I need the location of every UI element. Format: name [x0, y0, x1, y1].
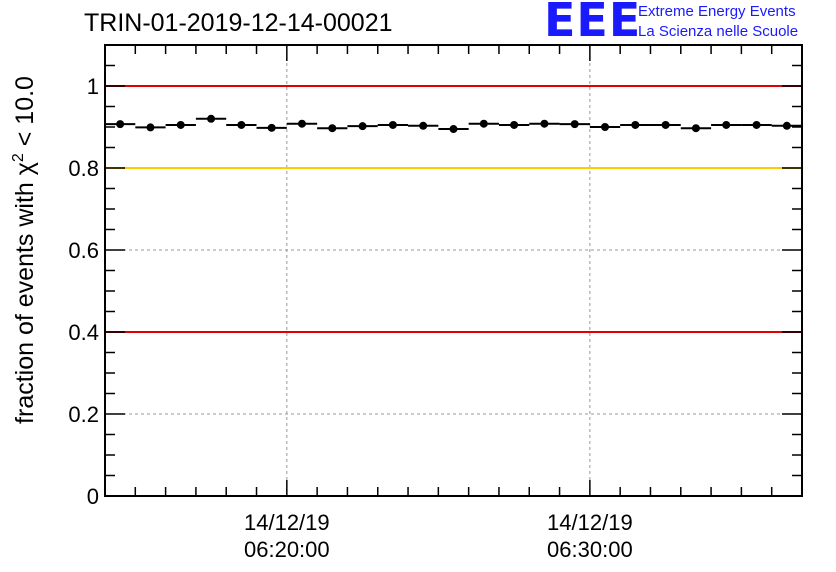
x-tick-label-date: 14/12/19 — [547, 510, 633, 535]
data-point — [237, 120, 246, 129]
data-point — [116, 120, 125, 129]
data-point — [358, 122, 367, 131]
data-points — [105, 114, 802, 134]
eee-logo-mark: EEE — [544, 0, 642, 47]
data-point — [601, 123, 610, 131]
data-point — [722, 120, 731, 129]
logo-line-2: La Scienza nelle Scuole — [638, 23, 799, 40]
y-tick-label: 0.4 — [68, 320, 99, 345]
data-point — [176, 120, 185, 129]
grid-lines — [105, 45, 802, 496]
data-point — [631, 120, 640, 129]
axis-labels: 00.20.40.60.8114/12/1906:20:0014/12/1906… — [68, 74, 632, 562]
y-tick-label: 0.6 — [68, 238, 99, 263]
data-point — [570, 120, 579, 129]
chart-title: TRIN-01-2019-12-14-00021 — [84, 9, 393, 37]
data-point — [752, 120, 761, 129]
plot-frame — [104, 44, 803, 497]
data-point — [479, 119, 488, 128]
threshold-lines — [105, 85, 802, 333]
data-point — [510, 120, 519, 129]
y-tick-label: 1 — [87, 74, 99, 99]
axis-ticks — [105, 44, 802, 497]
y-tick-label: 0.2 — [68, 402, 99, 427]
y-tick-label: 0.8 — [68, 156, 99, 181]
data-point — [297, 119, 306, 128]
x-tick-label-date: 14/12/19 — [244, 510, 330, 535]
data-point — [782, 121, 791, 130]
data-point — [691, 124, 700, 133]
data-point — [146, 123, 155, 132]
data-point — [207, 114, 216, 123]
y-axis-label: fraction of events with χ2 < 10.0 — [10, 76, 39, 424]
data-point — [388, 120, 397, 129]
y-tick-label: 0 — [87, 484, 99, 509]
x-tick-label-time: 06:20:00 — [244, 537, 330, 562]
data-point — [267, 123, 276, 132]
x-tick-label-time: 06:30:00 — [547, 537, 633, 562]
logo-line-1: Extreme Energy Events — [638, 3, 796, 20]
data-point — [328, 124, 337, 133]
data-point — [661, 120, 670, 129]
data-point — [540, 119, 549, 128]
eee-logo: EEE Extreme Energy Events La Scienza nel… — [544, 0, 834, 47]
data-point — [419, 121, 428, 130]
data-point — [449, 125, 458, 134]
